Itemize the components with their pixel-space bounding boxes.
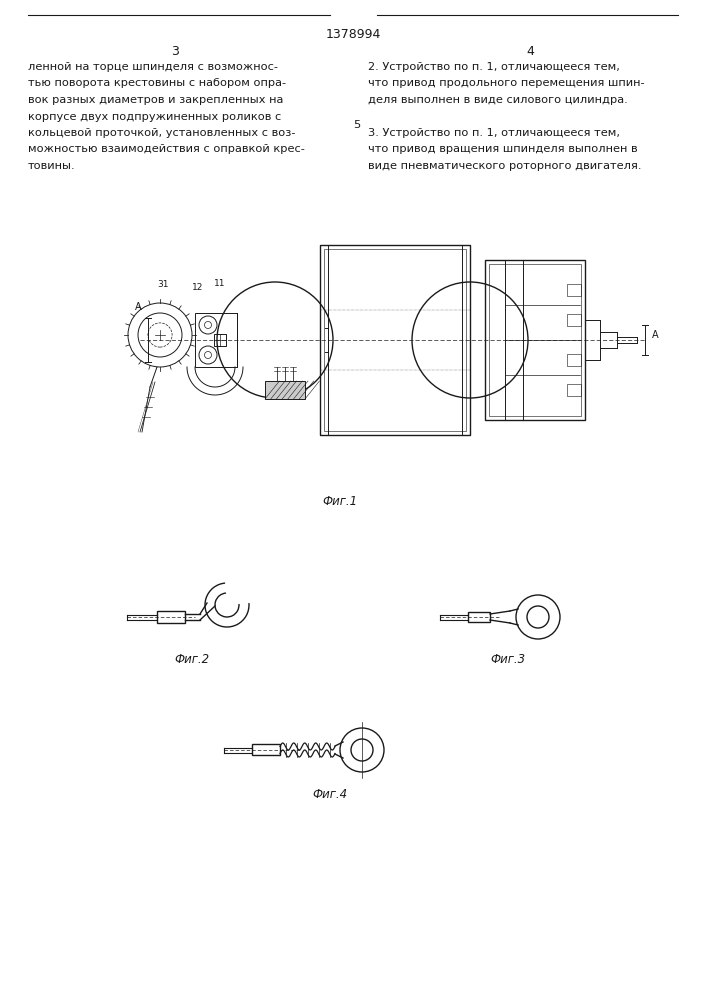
Text: 4: 4 xyxy=(526,45,534,58)
Bar xyxy=(567,284,581,296)
Bar xyxy=(567,384,581,396)
Bar xyxy=(252,744,280,755)
Text: что привод вращения шпинделя выполнен в: что привод вращения шпинделя выполнен в xyxy=(368,144,638,154)
Text: Фиг.2: Фиг.2 xyxy=(175,653,209,666)
Bar xyxy=(324,249,466,431)
Text: 3: 3 xyxy=(171,45,179,58)
Bar xyxy=(489,264,581,416)
Text: Фиг.1: Фиг.1 xyxy=(322,495,358,508)
Text: 1378994: 1378994 xyxy=(325,28,380,41)
Text: 11: 11 xyxy=(214,279,226,288)
Text: 12: 12 xyxy=(192,283,204,292)
Text: виде пневматического роторного двигателя.: виде пневматического роторного двигателя… xyxy=(368,161,641,171)
Bar xyxy=(567,314,581,326)
Bar xyxy=(320,245,470,435)
Bar xyxy=(157,611,185,623)
Text: корпусе двух подпружиненных роликов с: корпусе двух подпружиненных роликов с xyxy=(28,111,281,121)
Text: A: A xyxy=(652,330,659,340)
Text: можностью взаимодействия с оправкой крес-: можностью взаимодействия с оправкой крес… xyxy=(28,144,305,154)
Text: товины.: товины. xyxy=(28,161,76,171)
Bar xyxy=(214,334,226,346)
Text: Фиг.4: Фиг.4 xyxy=(312,788,348,801)
Bar xyxy=(485,260,585,420)
Bar xyxy=(468,612,490,622)
Text: ленной на торце шпинделя с возможнос-: ленной на торце шпинделя с возможнос- xyxy=(28,62,278,72)
Text: 5: 5 xyxy=(353,120,361,130)
Text: 3. Устройство по п. 1, отличающееся тем,: 3. Устройство по п. 1, отличающееся тем, xyxy=(368,128,620,138)
Text: тью поворота крестовины с набором опра-: тью поворота крестовины с набором опра- xyxy=(28,79,286,89)
Bar xyxy=(195,313,237,367)
Text: кольцевой проточкой, установленных с воз-: кольцевой проточкой, установленных с воз… xyxy=(28,128,296,138)
Text: вок разных диаметров и закрепленных на: вок разных диаметров и закрепленных на xyxy=(28,95,284,105)
Text: что привод продольного перемещения шпин-: что привод продольного перемещения шпин- xyxy=(368,79,645,89)
Text: деля выполнен в виде силового цилиндра.: деля выполнен в виде силового цилиндра. xyxy=(368,95,628,105)
Bar xyxy=(265,381,305,399)
Text: 2. Устройство по п. 1, отличающееся тем,: 2. Устройство по п. 1, отличающееся тем, xyxy=(368,62,620,72)
Bar xyxy=(567,354,581,366)
Text: A: A xyxy=(135,302,142,312)
Text: Фиг.3: Фиг.3 xyxy=(491,653,525,666)
Text: 31: 31 xyxy=(157,280,169,289)
